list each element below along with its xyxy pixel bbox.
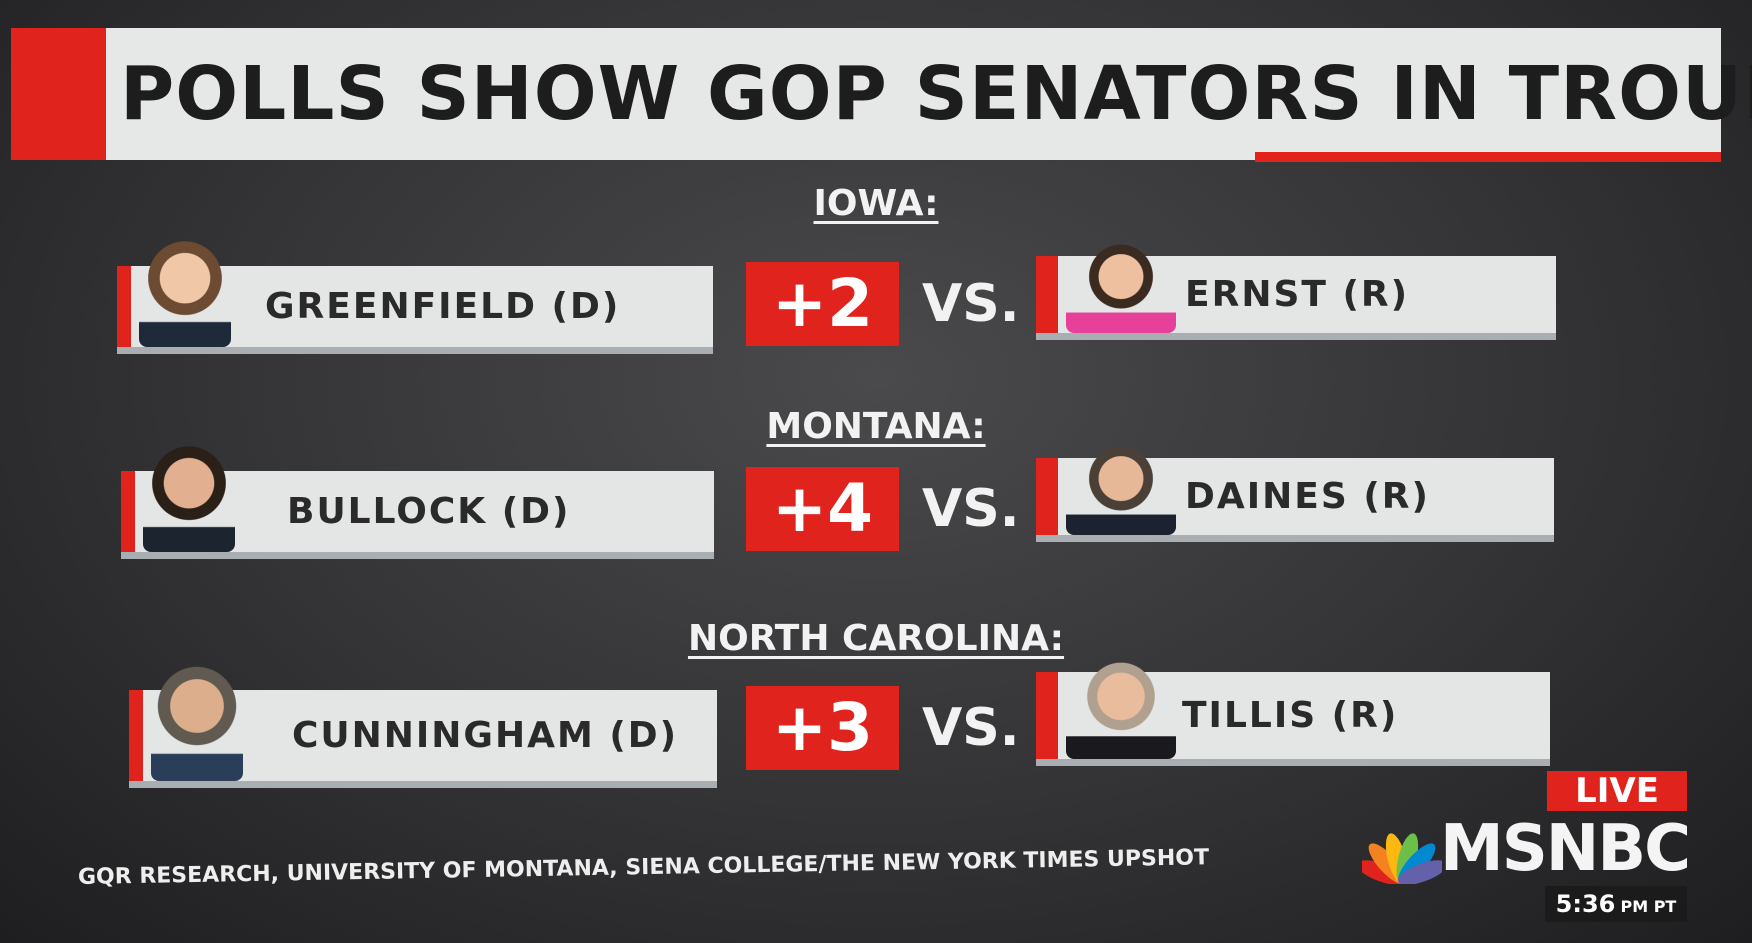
candidate-name: BULLOCK (D) [287, 491, 571, 532]
margin-badge: +2 [746, 262, 899, 346]
candidate-photo [1066, 658, 1176, 759]
versus: VS. [922, 274, 1020, 334]
title-accent [11, 28, 106, 160]
card-accent [1036, 256, 1058, 333]
card-accent [129, 690, 143, 781]
state-label: NORTH CAROLINA: [687, 618, 1065, 659]
candidate-photo [151, 660, 243, 781]
candidate-name: DAINES (R) [1185, 476, 1430, 517]
candidate-name: TILLIS (R) [1182, 695, 1399, 736]
margin-badge: +4 [746, 467, 899, 551]
state-label: MONTANA: [766, 406, 986, 447]
title-bar [11, 28, 1721, 160]
state-label: IOWA: [813, 183, 939, 224]
title-underline [1255, 152, 1721, 162]
card-accent [1036, 672, 1058, 759]
card-accent [121, 471, 135, 552]
clock-time: 5:36 [1555, 890, 1616, 918]
network-logo: MSNBC [1440, 812, 1691, 886]
clock-suffix: PM PT [1620, 897, 1677, 916]
versus: VS. [922, 479, 1020, 539]
candidate-photo [139, 236, 231, 347]
source: GQR RESEARCH, UNIVERSITY OF MONTANA, SIE… [77, 845, 1210, 890]
clock: 5:36 PM PT [1545, 886, 1687, 922]
candidate-photo [1066, 444, 1176, 535]
live-badge: LIVE [1547, 771, 1687, 811]
candidate-name: GREENFIELD (D) [265, 286, 621, 327]
peacock-logo [1362, 833, 1442, 884]
versus: VS. [922, 698, 1020, 758]
candidate-name: CUNNINGHAM (D) [292, 715, 679, 756]
title: POLLS SHOW GOP SENATORS IN TROUBLE [120, 51, 1752, 137]
margin-badge: +3 [746, 686, 899, 770]
candidate-photo [143, 441, 235, 552]
candidate-name: ERNST (R) [1185, 274, 1410, 315]
card-accent [1036, 458, 1058, 535]
card-accent [117, 266, 131, 347]
candidate-photo [1066, 242, 1176, 333]
